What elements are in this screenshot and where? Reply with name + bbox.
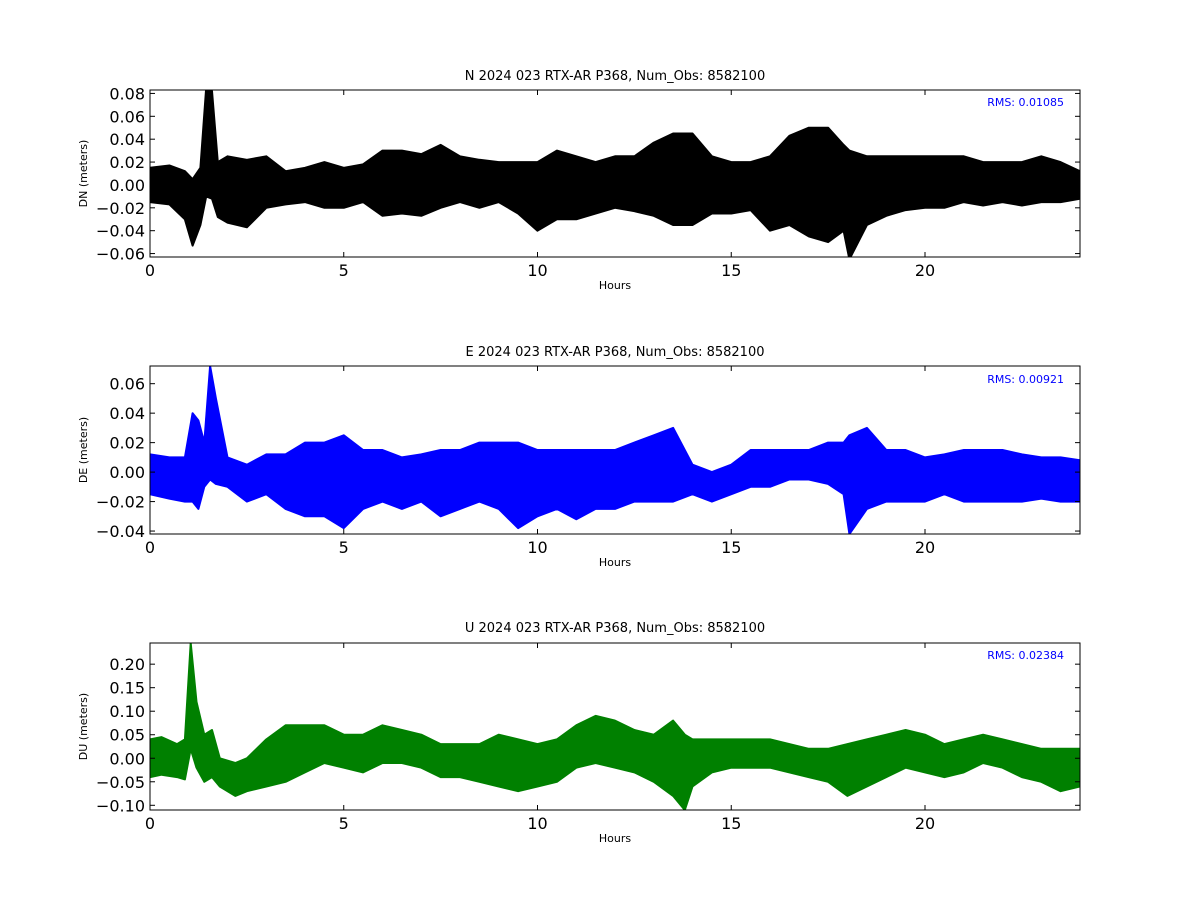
axes-frame: [149, 642, 1081, 811]
x-tick-label: 5: [339, 814, 349, 833]
axes-frame: [149, 89, 1081, 258]
y-tick-label: −0.05: [96, 773, 145, 792]
rms-annotation: RMS: 0.00921: [987, 373, 1064, 386]
panel-title: U 2024 023 RTX-AR P368, Num_Obs: 8582100: [465, 621, 765, 636]
x-tick-label: 10: [527, 814, 547, 833]
y-axis-label: DN (meters): [77, 140, 90, 208]
y-tick-label: −0.06: [96, 245, 145, 264]
x-axis-label: Hours: [599, 556, 631, 569]
series-0-trace: [150, 643, 1080, 810]
panel-north: N 2024 023 RTX-AR P368, Num_Obs: 8582100…: [77, 69, 1081, 292]
x-tick-label: 15: [721, 814, 741, 833]
x-tick-label: 20: [915, 814, 935, 833]
series-0-trace: [150, 90, 1080, 257]
y-tick-label: 0.10: [109, 702, 145, 721]
y-tick-label: 0.04: [109, 404, 145, 423]
x-tick-label: 20: [915, 538, 935, 557]
y-axis-label: DU (meters): [77, 693, 90, 760]
y-tick-label: 0.00: [109, 463, 145, 482]
y-axis-label: DE (meters): [77, 417, 90, 483]
y-tick-label: 0.00: [109, 749, 145, 768]
y-tick-label: 0.00: [109, 176, 145, 195]
x-tick-label: 5: [339, 261, 349, 280]
x-tick-label: 10: [527, 261, 547, 280]
y-tick-label: −0.02: [96, 493, 145, 512]
series-0-line: [150, 101, 1080, 240]
panel-title: N 2024 023 RTX-AR P368, Num_Obs: 8582100: [465, 69, 765, 84]
x-axis-label: Hours: [599, 279, 631, 292]
y-tick-label: 0.06: [109, 107, 145, 126]
panel-east: E 2024 023 RTX-AR P368, Num_Obs: 8582100…: [77, 345, 1081, 569]
y-tick-label: 0.04: [109, 130, 145, 149]
x-tick-label: 15: [721, 261, 741, 280]
y-tick-label: 0.02: [109, 153, 145, 172]
x-tick-label: 20: [915, 261, 935, 280]
x-tick-label: 0: [145, 538, 155, 557]
y-tick-label: −0.04: [96, 522, 145, 541]
y-tick-label: −0.10: [96, 796, 145, 815]
y-tick-label: −0.04: [96, 222, 145, 241]
panel-up: U 2024 023 RTX-AR P368, Num_Obs: 8582100…: [77, 621, 1081, 845]
y-tick-label: 0.02: [109, 434, 145, 453]
y-tick-label: −0.02: [96, 199, 145, 218]
y-tick-label: 0.08: [109, 84, 145, 103]
y-tick-label: 0.15: [109, 679, 145, 698]
series-0-line: [150, 391, 1080, 524]
rms-annotation: RMS: 0.02384: [987, 649, 1064, 662]
x-tick-label: 0: [145, 814, 155, 833]
x-tick-label: 0: [145, 261, 155, 280]
x-tick-label: 10: [527, 538, 547, 557]
y-tick-label: 0.20: [109, 655, 145, 674]
y-tick-label: 0.06: [109, 375, 145, 394]
series-0-line: [150, 669, 1080, 806]
rms-annotation: RMS: 0.01085: [987, 96, 1064, 109]
panel-title: E 2024 023 RTX-AR P368, Num_Obs: 8582100: [466, 345, 765, 360]
x-axis-label: Hours: [599, 832, 631, 845]
x-tick-label: 5: [339, 538, 349, 557]
x-tick-label: 15: [721, 538, 741, 557]
axes-frame: [149, 365, 1081, 535]
y-tick-label: 0.05: [109, 726, 145, 745]
series-0-trace: [150, 366, 1080, 534]
